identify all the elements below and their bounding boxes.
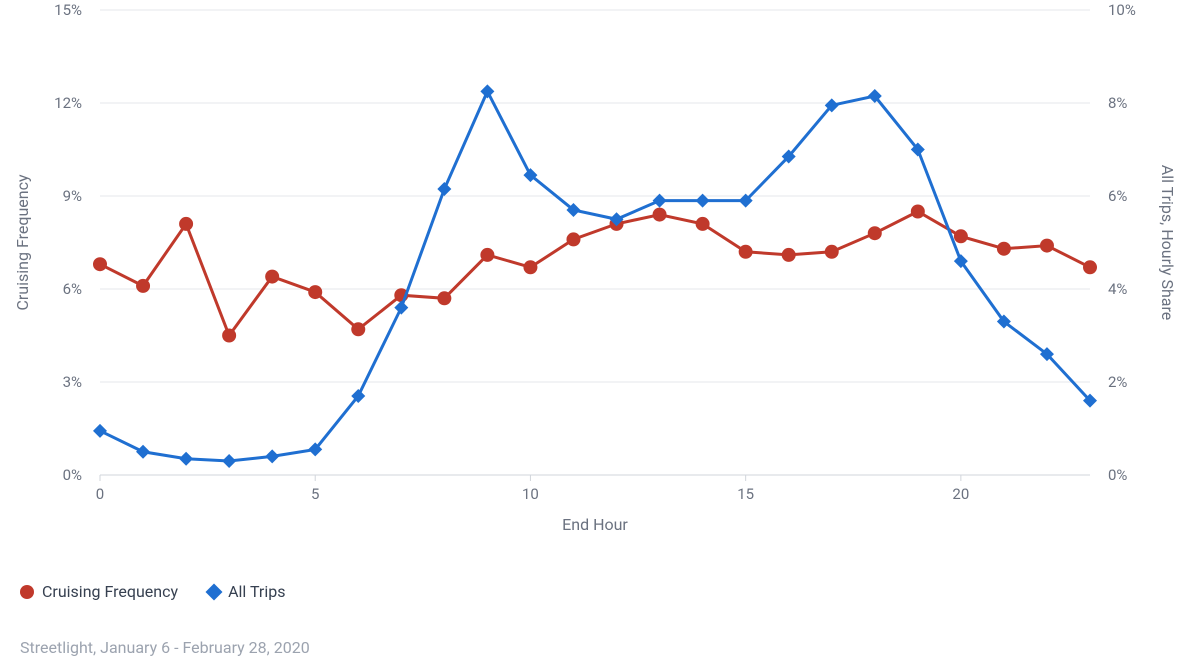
- legend: Cruising Frequency All Trips: [20, 582, 285, 601]
- legend-label: Cruising Frequency: [42, 582, 178, 601]
- data-point[interactable]: [394, 301, 408, 315]
- data-point[interactable]: [997, 242, 1011, 256]
- series-line-cruising-frequency: [100, 212, 1090, 336]
- y-right-tick-label: 6%: [1108, 187, 1127, 205]
- data-point[interactable]: [954, 229, 968, 243]
- data-point[interactable]: [868, 226, 882, 240]
- x-tick-label: 10: [522, 485, 539, 503]
- data-point[interactable]: [93, 257, 107, 271]
- data-point[interactable]: [265, 449, 279, 463]
- data-point[interactable]: [523, 260, 537, 274]
- y-left-tick-label: 9%: [63, 187, 82, 205]
- data-point[interactable]: [1040, 239, 1054, 253]
- data-point[interactable]: [308, 285, 322, 299]
- legend-swatch-diamond-icon: [206, 583, 223, 600]
- data-point[interactable]: [93, 424, 107, 438]
- x-tick-label: 0: [96, 485, 104, 503]
- x-tick-label: 15: [737, 485, 754, 503]
- chart-caption: Streetlight, January 6 - February 28, 20…: [20, 638, 310, 657]
- y-left-tick-label: 6%: [63, 280, 82, 298]
- data-point[interactable]: [696, 217, 710, 231]
- y-right-tick-label: 10%: [1108, 1, 1136, 19]
- y-right-tick-label: 2%: [1108, 373, 1127, 391]
- data-point[interactable]: [1083, 260, 1097, 274]
- data-point[interactable]: [437, 291, 451, 305]
- data-point[interactable]: [222, 454, 236, 468]
- y-right-tick-label: 4%: [1108, 280, 1127, 298]
- data-point[interactable]: [825, 245, 839, 259]
- y-left-tick-label: 3%: [63, 373, 82, 391]
- y-left-tick-label: 12%: [54, 94, 82, 112]
- data-point[interactable]: [653, 208, 667, 222]
- y-right-tick-label: 0%: [1108, 466, 1127, 484]
- data-point[interactable]: [437, 182, 451, 196]
- x-axis-title: End Hour: [562, 515, 628, 534]
- y-right-tick-label: 8%: [1108, 94, 1127, 112]
- y-left-tick-label: 0%: [63, 466, 82, 484]
- data-point[interactable]: [739, 245, 753, 259]
- data-point[interactable]: [222, 329, 236, 343]
- x-tick-label: 20: [952, 485, 969, 503]
- data-point[interactable]: [782, 248, 796, 262]
- y-right-axis-title: All Trips, Hourly Share: [1158, 165, 1177, 321]
- data-point[interactable]: [179, 217, 193, 231]
- x-tick-label: 5: [311, 485, 319, 503]
- y-left-axis-title: Cruising Frequency: [13, 174, 32, 310]
- data-point[interactable]: [480, 248, 494, 262]
- data-point[interactable]: [136, 445, 150, 459]
- series-line-all-trips: [100, 91, 1090, 461]
- legend-label: All Trips: [228, 582, 285, 601]
- data-point[interactable]: [265, 270, 279, 284]
- data-point[interactable]: [480, 84, 494, 98]
- data-point[interactable]: [136, 279, 150, 293]
- data-point[interactable]: [911, 205, 925, 219]
- legend-item[interactable]: All Trips: [208, 582, 285, 601]
- legend-swatch-circle-icon: [20, 585, 34, 599]
- data-point[interactable]: [179, 452, 193, 466]
- legend-item[interactable]: Cruising Frequency: [20, 582, 178, 601]
- data-point[interactable]: [566, 232, 580, 246]
- y-left-tick-label: 15%: [54, 1, 82, 19]
- data-point[interactable]: [351, 322, 365, 336]
